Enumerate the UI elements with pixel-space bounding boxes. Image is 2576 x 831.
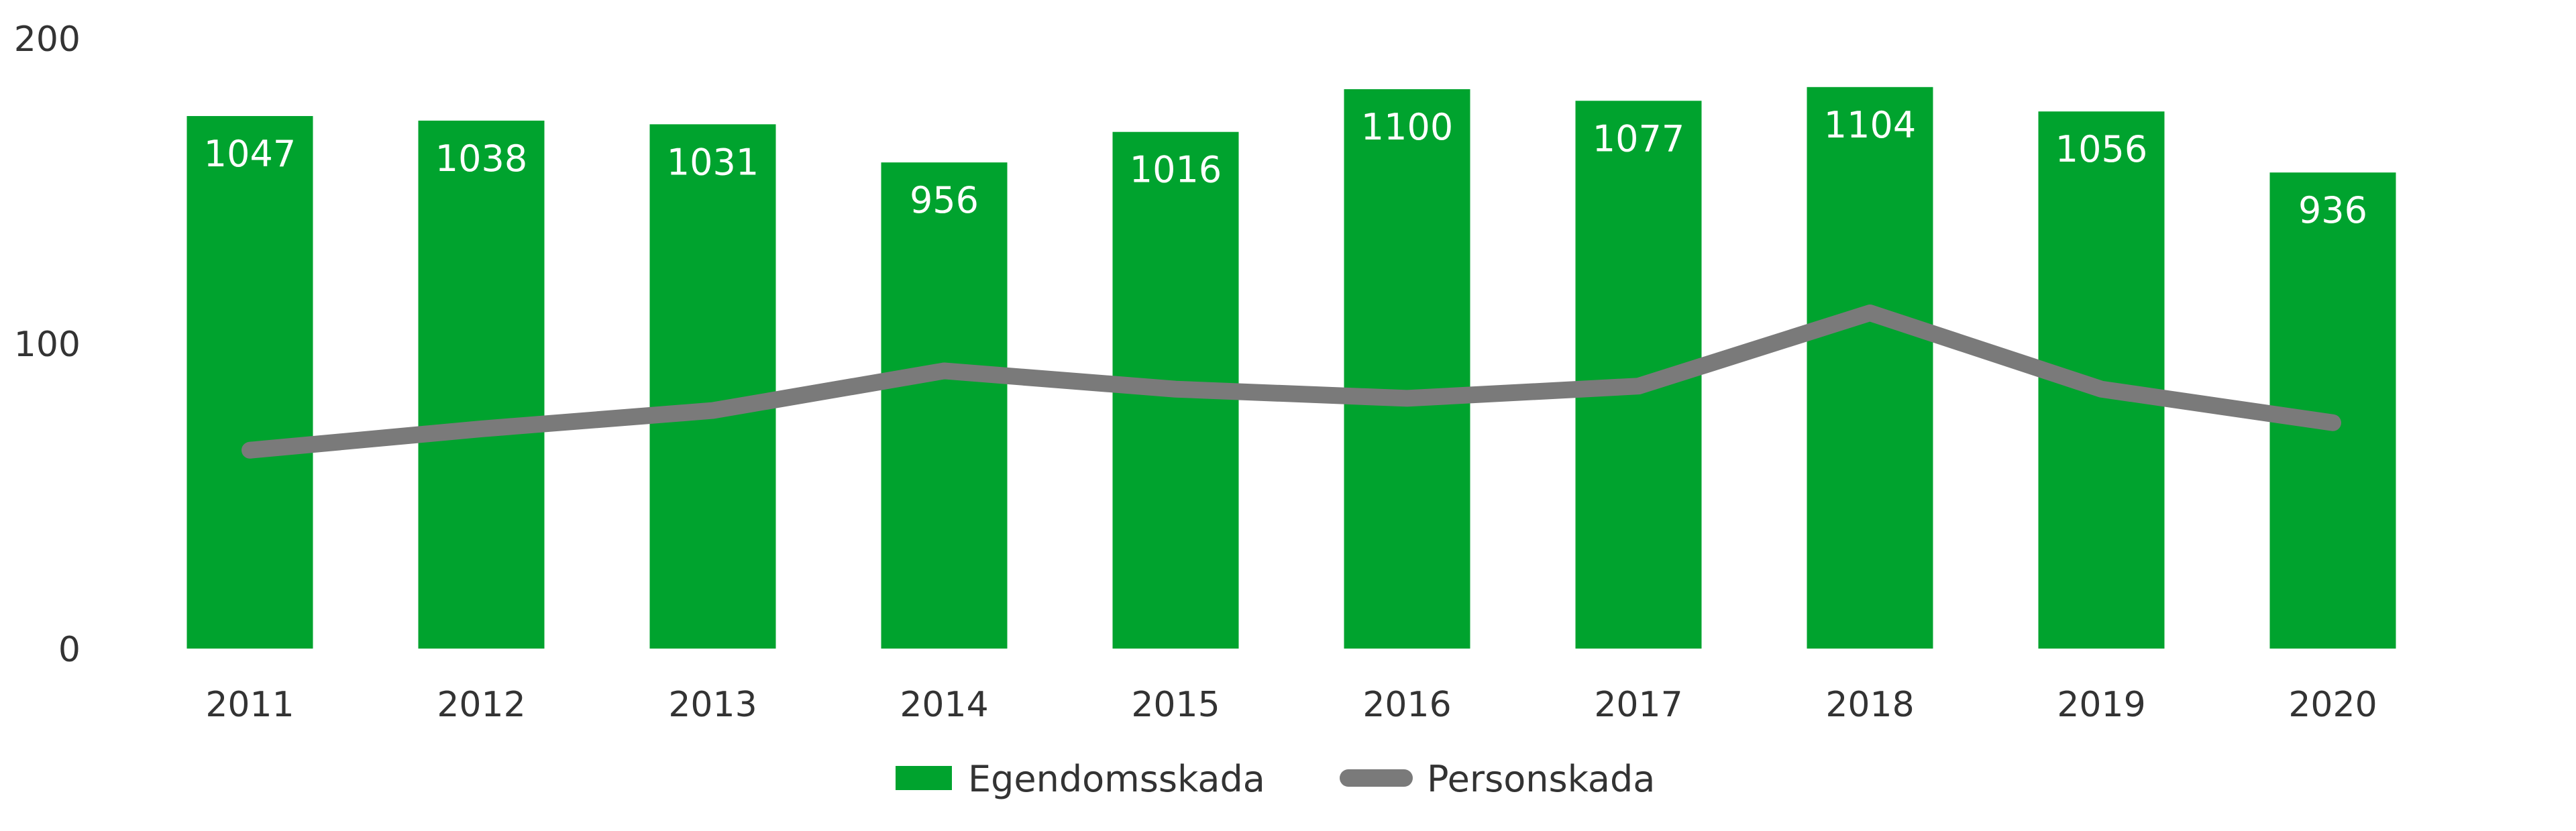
legend-label-egendomsskada: Egendomsskada [968,758,1265,800]
bar [1344,89,1470,649]
y-tick-label: 100 [14,325,80,365]
bar [881,162,1008,649]
bar [187,116,313,649]
bar-data-label: 1077 [1593,117,1684,160]
bar-data-label: 1056 [2055,128,2147,170]
bar [419,121,545,649]
x-axis-ticks: 2011 2012 2013 2014 2015 2016 2017 2018 2019 2020 [205,685,2377,725]
bar-data-label: 956 [910,179,979,221]
x-tick-label: 2012 [437,685,525,725]
x-tick-label: 2014 [900,685,988,725]
bar-data-label: 936 [2298,189,2367,231]
x-tick-label: 2020 [2288,685,2377,725]
legend-label-personskada: Personskada [1427,758,1655,800]
x-tick-label: 2017 [1594,685,1682,725]
bar-data-label: 1100 [1361,106,1453,148]
bar-data-label: 1038 [435,137,527,180]
x-tick-label: 2016 [1362,685,1451,725]
x-tick-label: 2019 [2057,685,2145,725]
x-tick-label: 2015 [1131,685,1220,725]
x-tick-label: 2011 [205,685,294,725]
bar-data-label: 1104 [1824,104,1916,146]
legend-swatch-egendomsskada [896,766,952,790]
x-tick-label: 2013 [668,685,757,725]
y-tick-label: 0 [58,630,80,670]
x-tick-label: 2018 [1825,685,1914,725]
y-axis-ticks: 0 100 200 [14,19,80,670]
line-personskada [250,313,2333,451]
y-tick-label: 200 [14,19,80,60]
bar [1807,87,1933,649]
bar-data-label: 1016 [1130,149,1222,191]
legend: Egendomsskada Personskada [896,758,1655,800]
bar [650,124,776,649]
line-series-personskada [250,313,2332,450]
bar-data-label: 1047 [204,133,296,175]
bar-data-label: 1031 [667,141,759,183]
